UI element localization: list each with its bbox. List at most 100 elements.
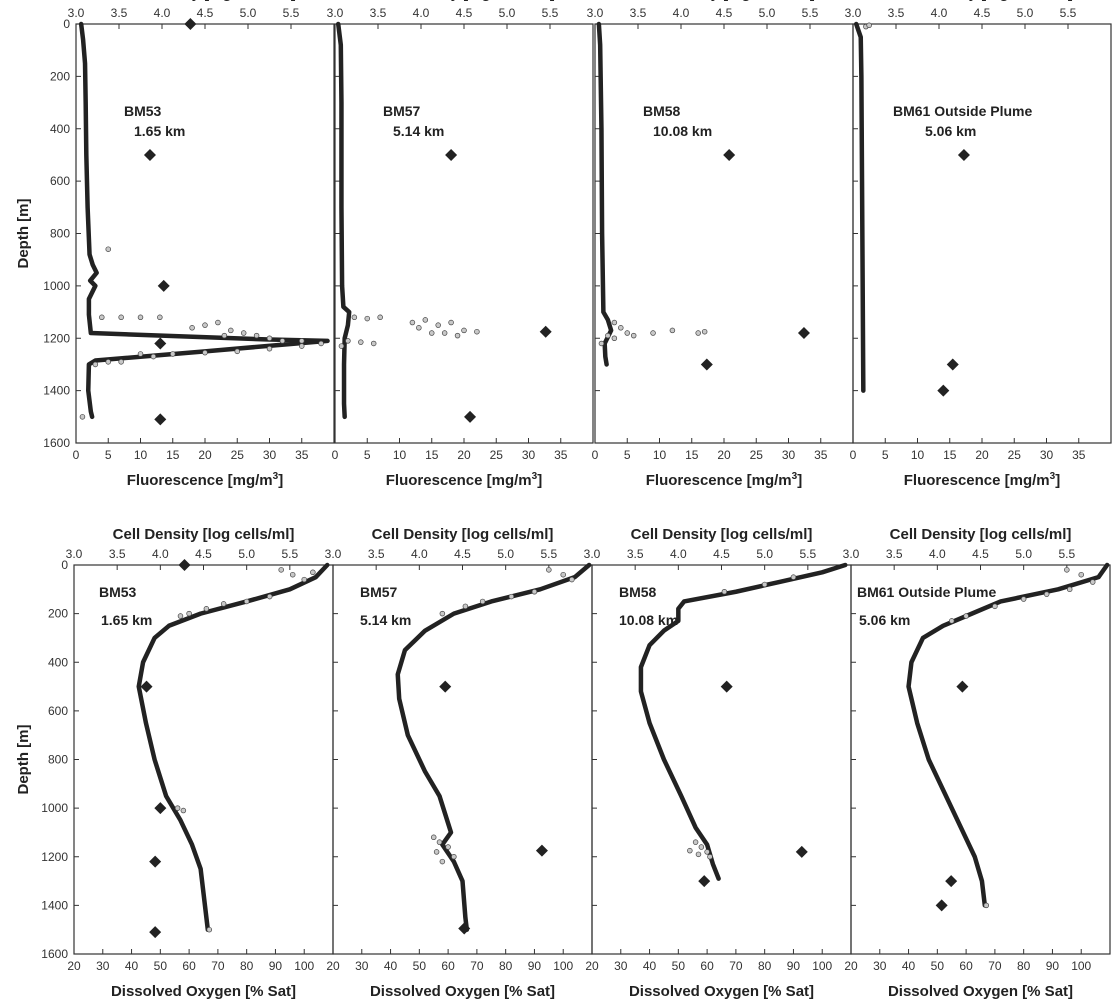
x-tick-label: 35 xyxy=(1072,448,1086,462)
x2-axis-title: Cell Density [log cells/ml] xyxy=(631,526,813,543)
profile-line xyxy=(395,562,592,932)
x-tick-label: 30 xyxy=(1040,448,1054,462)
station-label: BM57 xyxy=(360,584,398,600)
x-tick-label: 15 xyxy=(166,448,180,462)
scatter-point xyxy=(279,338,286,344)
scatter-point xyxy=(278,567,284,573)
profile-line xyxy=(335,21,352,420)
cell-density-marker xyxy=(445,148,458,161)
scatter-point xyxy=(1089,579,1096,585)
y-tick-label: 600 xyxy=(50,174,70,188)
x-tick-label: 60 xyxy=(700,959,714,973)
x2-tick-label: 3.5 xyxy=(109,547,126,561)
x-tick-label: 25 xyxy=(750,448,764,462)
scatter-point xyxy=(118,359,124,365)
distance-label: 5.06 km xyxy=(925,123,976,139)
x-axis-title-text: Dissolved Oxygen [% Sat] xyxy=(629,983,814,1000)
cell-density-marker xyxy=(957,148,970,161)
x-tick-label: 30 xyxy=(873,959,887,973)
distance-label: 1.65 km xyxy=(134,123,185,139)
cell-density-marker xyxy=(154,413,167,426)
scatter-point xyxy=(137,314,144,321)
scatter-point xyxy=(560,571,566,578)
x-axis-title-text: Fluorescence [mg/m xyxy=(127,472,273,489)
cell-density-marker xyxy=(935,899,948,912)
cell-density-marker xyxy=(184,18,197,30)
plot-frame xyxy=(594,23,854,444)
x2-tick-label: 5.0 xyxy=(1015,547,1032,561)
scatter-point xyxy=(318,340,324,347)
x-tick-label: 0 xyxy=(592,448,599,462)
x-tick-label: 70 xyxy=(470,959,484,973)
scatter-point xyxy=(790,574,797,580)
panel-bm53-bottom: 20 30 40 50 60 70 80 90 100 3.0 3.5 4.0 4.5 5.0 5.5 0 20… xyxy=(15,526,334,1000)
x-tick-label: 70 xyxy=(988,959,1002,973)
y-tick-label: 0 xyxy=(63,17,70,31)
x-axis-title-superscript: 3 xyxy=(1050,471,1056,482)
x2-tick-label: 5.0 xyxy=(759,6,776,20)
scatter-point xyxy=(598,340,605,347)
y-axis-title: Depth [m] xyxy=(15,725,32,795)
station-label: BM58 xyxy=(643,103,681,119)
x-axis-title-end: ] xyxy=(537,472,542,489)
cell-density-marker xyxy=(945,875,958,888)
x-tick-label: 80 xyxy=(758,959,772,973)
x2-tick-label: 5.0 xyxy=(1017,6,1034,20)
x-axis-title: Fluorescence [mg/m3] xyxy=(386,471,542,489)
cell-density-marker xyxy=(178,559,191,571)
scatter-point xyxy=(687,847,693,854)
x2-tick-label: 3.0 xyxy=(68,6,85,20)
scatter-point xyxy=(963,613,969,619)
scatter-point xyxy=(721,588,728,595)
y-tick-label: 1600 xyxy=(41,947,68,961)
x-tick-label: 50 xyxy=(931,959,945,973)
y-tick-label: 1600 xyxy=(43,436,70,450)
x2-axis-title: Cell Density [log cells/ml] xyxy=(373,0,555,2)
x2-tick-label: 4.5 xyxy=(195,547,212,561)
x-tick-label: 15 xyxy=(685,448,699,462)
scatter-point xyxy=(345,338,351,344)
scatter-point xyxy=(650,330,656,336)
x2-tick-label: 4.5 xyxy=(456,6,473,20)
x-tick-label: 80 xyxy=(1017,959,1031,973)
x2-tick-label: 3.5 xyxy=(630,6,647,20)
scatter-point xyxy=(177,613,184,619)
scatter-point xyxy=(531,588,538,595)
x-tick-label: 90 xyxy=(269,959,283,973)
x2-tick-label: 4.0 xyxy=(929,547,946,561)
x-tick-label: 90 xyxy=(1046,959,1060,973)
x-axis-title: Dissolved Oxygen [% Sat] xyxy=(888,983,1073,1000)
x-tick-label: 0 xyxy=(73,448,80,462)
x2-axis-title: Cell Density [log cells/ml] xyxy=(891,0,1073,2)
panel-bm53-top: 0 5 10 15 20 25 30 35 3.0 3.5 4.0 4.5 5.0 5.5 0 200 400 6… xyxy=(15,0,335,489)
cell-density-marker xyxy=(439,680,452,693)
x-axis-title-text: Dissolved Oxygen [% Sat] xyxy=(370,983,555,1000)
scatter-point xyxy=(105,246,111,252)
profile-line xyxy=(78,21,330,420)
scatter-point xyxy=(761,581,768,588)
scatter-point xyxy=(701,328,708,335)
x2-tick-label: 5.5 xyxy=(283,6,300,20)
x-tick-label: 60 xyxy=(182,959,196,973)
panel-bm61-outside-plume-top: 0 5 10 15 20 25 30 35 3.0 3.5 4.0 4.5 5.0 5.5 Cell Den… xyxy=(845,0,1112,489)
x-tick-label: 70 xyxy=(211,959,225,973)
x-tick-label: 35 xyxy=(295,448,309,462)
scatter-point xyxy=(228,327,234,334)
scatter-point xyxy=(422,317,429,323)
scatter-point xyxy=(462,603,469,610)
x2-tick-label: 5.0 xyxy=(756,547,773,561)
cell-density-marker xyxy=(795,845,808,858)
profile-line xyxy=(638,562,848,881)
scatter-point xyxy=(243,598,250,605)
x-tick-label: 10 xyxy=(653,448,667,462)
scatter-point xyxy=(186,610,192,617)
scatter-point xyxy=(118,314,124,321)
x2-tick-label: 3.0 xyxy=(587,6,604,20)
station-label: BM61 Outside Plume xyxy=(893,103,1032,119)
x-tick-label: 10 xyxy=(393,448,407,462)
scatter-point xyxy=(206,926,213,933)
x-tick-label: 40 xyxy=(125,959,139,973)
x2-tick-label: 4.5 xyxy=(972,547,989,561)
x2-tick-label: 5.0 xyxy=(499,6,516,20)
